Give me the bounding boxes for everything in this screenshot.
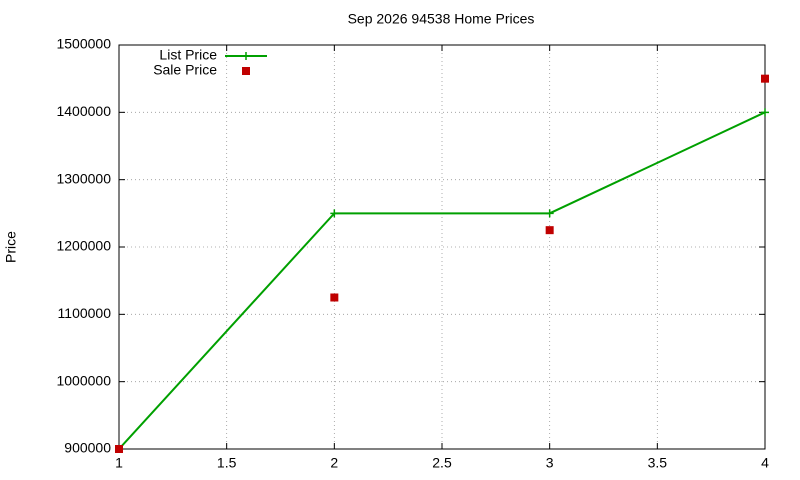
legend-label: Sale Price	[153, 62, 217, 78]
data-point	[330, 293, 339, 302]
y-tick-label: 1100000	[58, 305, 112, 321]
y-tick-label: 900000	[64, 440, 111, 456]
plot-frame	[118, 44, 766, 450]
data-point	[330, 209, 339, 218]
y-tick-label: 1300000	[56, 170, 111, 186]
y-axis-label: Price	[3, 231, 19, 263]
x-tick-label: 4	[761, 455, 769, 471]
data-point	[761, 74, 769, 83]
series-line	[118, 111, 766, 450]
x-tick-label: 2	[330, 455, 338, 471]
y-tick-label: 1000000	[56, 372, 111, 388]
legend-label: List Price	[159, 47, 217, 63]
x-tick-label: 2.5	[432, 455, 452, 471]
y-tick-label: 1200000	[56, 238, 111, 254]
y-tick-label: 1400000	[56, 103, 111, 119]
legend-marker	[242, 67, 250, 75]
x-tick-label: 1	[115, 455, 123, 471]
data-point	[545, 226, 554, 235]
chart-title: Sep 2026 94538 Home Prices	[348, 11, 535, 27]
x-tick-label: 3	[546, 455, 554, 471]
data-point	[115, 445, 123, 453]
x-tick-label: 3.5	[648, 455, 668, 471]
data-point	[761, 108, 769, 117]
y-tick-label: 1500000	[56, 36, 111, 52]
data-point	[545, 209, 554, 218]
x-tick-label: 1.5	[217, 455, 237, 471]
legend-marker	[242, 52, 250, 60]
